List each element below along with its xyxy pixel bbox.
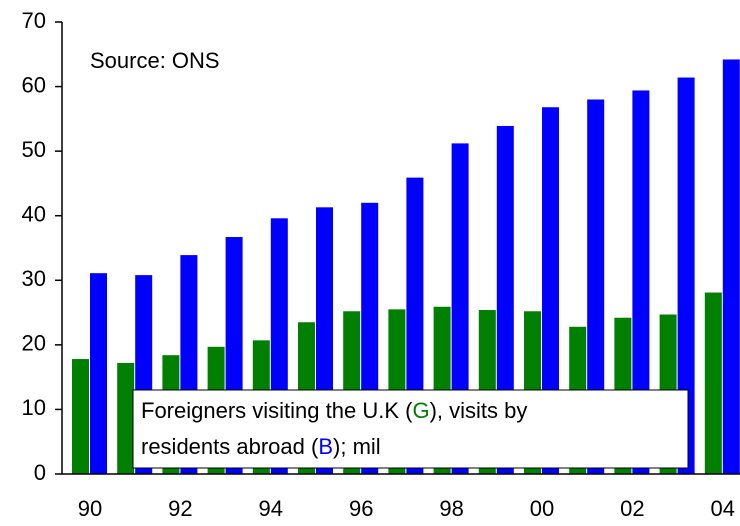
- x-tick-label: 98: [439, 496, 463, 521]
- note-part: residents abroad (: [141, 434, 319, 459]
- note-box: [132, 389, 689, 469]
- y-tick-label: 10: [22, 395, 46, 420]
- source-note: Source: ONS: [90, 48, 220, 73]
- bar: [677, 77, 695, 474]
- note-part: Foreigners visiting the U.K (: [141, 398, 413, 423]
- bar: [72, 359, 89, 474]
- note-part: G: [412, 398, 429, 423]
- x-tick-label: 92: [168, 496, 192, 521]
- y-tick-label: 70: [22, 8, 46, 33]
- bar: [722, 59, 740, 475]
- note-part: B: [318, 434, 333, 459]
- bar: [542, 107, 559, 474]
- y-tick-label: 0: [34, 460, 46, 485]
- y-tick-label: 40: [22, 202, 46, 227]
- x-tick-label: 90: [78, 496, 102, 521]
- bar: [117, 362, 135, 474]
- x-tick-label: 96: [349, 496, 373, 521]
- y-tick-label: 30: [22, 266, 46, 291]
- x-tick-label: 04: [711, 496, 735, 521]
- bar: [632, 90, 650, 475]
- x-tick-label: 94: [259, 496, 283, 521]
- bar: [496, 125, 514, 475]
- note-part: ); mil: [333, 434, 381, 459]
- y-tick-label: 20: [22, 331, 46, 356]
- note-text: Foreigners visiting the U.K (G), visits …: [141, 398, 527, 423]
- y-tick-label: 50: [22, 137, 46, 162]
- x-tick-label: 00: [530, 496, 554, 521]
- bar: [90, 273, 107, 474]
- bar: [704, 292, 722, 474]
- note-text: residents abroad (B); mil: [141, 434, 381, 459]
- y-tick-label: 60: [22, 72, 46, 97]
- bar: [587, 99, 605, 474]
- x-tick-label: 02: [620, 496, 644, 521]
- note-part: ), visits by: [430, 398, 528, 423]
